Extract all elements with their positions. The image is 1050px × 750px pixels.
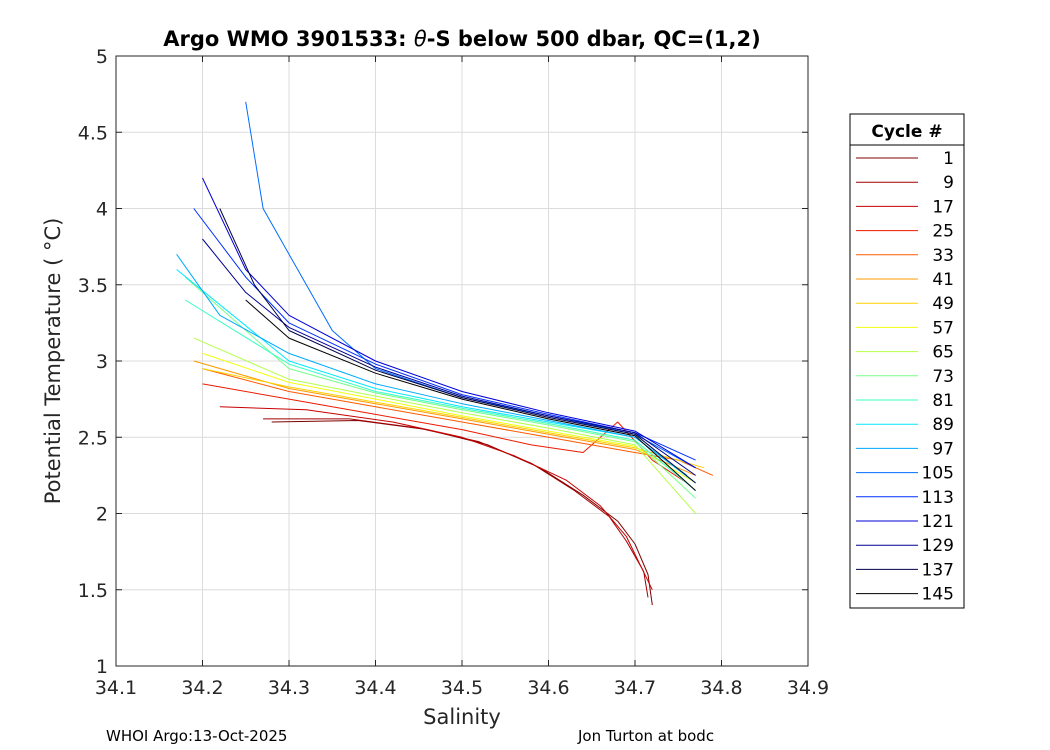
x-tick-label: 34.8: [700, 677, 742, 699]
legend-entry-label: 137: [922, 560, 954, 580]
legend-entry-label: 81: [932, 391, 954, 411]
profile-line-cycle-33: [202, 368, 714, 476]
legend-entry-label: 33: [932, 246, 954, 266]
legend-entry-label: 41: [932, 270, 954, 290]
x-tick-label: 34.6: [527, 677, 569, 699]
x-tick-label: 34.5: [441, 677, 483, 699]
legend-entry-label: 65: [932, 343, 954, 363]
profile-line-cycle-73: [184, 276, 696, 499]
legend-entry-label: 89: [932, 415, 954, 435]
footer-right: Jon Turton at bodc: [577, 727, 714, 745]
y-tick-label: 1: [96, 656, 108, 678]
legend-entry-label: 17: [932, 197, 954, 217]
x-tick-label: 34.4: [354, 677, 396, 699]
profile-line-cycle-129: [202, 238, 696, 476]
y-tick-label: 1.5: [78, 580, 108, 602]
x-tick-label: 34.1: [95, 677, 137, 699]
legend-entry-label: 73: [932, 367, 954, 387]
x-tick-label: 34.7: [614, 677, 656, 699]
legend-entry-label: 49: [932, 294, 954, 314]
profile-line-cycle-145: [245, 299, 696, 491]
legend-entry-label: 97: [932, 439, 954, 459]
legend-title: Cycle #: [871, 122, 942, 142]
profile-line-cycle-137: [219, 208, 696, 484]
chart-title: Argo WMO 3901533: θ-S below 500 dbar, QC…: [163, 27, 760, 51]
legend-entry-label: 25: [932, 222, 954, 242]
legend-box: [849, 113, 965, 609]
legend: Cycle # 1 9 17 25 33 41 49 57 65 73 81 89 97 105 113 12…: [849, 113, 965, 609]
ticks: 34.1 34.2 34.3 34.4 34.5 34.6 34.7 34.8 34.911.5…: [78, 46, 829, 699]
legend-entry-label: 1: [943, 149, 954, 169]
y-tick-label: 4: [96, 199, 108, 221]
legend-entry-label: 129: [922, 536, 954, 556]
profile-line-cycle-65: [193, 337, 696, 514]
y-tick-label: 3.5: [78, 275, 108, 297]
x-axis-label: Salinity: [423, 705, 501, 729]
profile-line-cycle-81: [184, 299, 696, 491]
profile-line-cycle-121: [202, 177, 696, 469]
legend-entry-label: 105: [922, 464, 954, 484]
x-tick-label: 34.2: [181, 677, 223, 699]
y-tick-label: 5: [96, 46, 108, 68]
profile-line-cycle-57: [202, 352, 696, 484]
y-tick-label: 2: [96, 504, 108, 526]
profile-line-cycle-49: [202, 368, 705, 469]
x-tick-label: 34.3: [268, 677, 310, 699]
profile-line-cycle-41: [193, 360, 696, 476]
footer-left: WHOI Argo:13-Oct-2025: [106, 727, 287, 745]
grid: [115, 55, 809, 667]
profile-line-cycle-97: [176, 254, 688, 476]
legend-entry-label: 57: [932, 318, 954, 338]
legend-entry-label: 121: [922, 512, 954, 532]
y-tick-label: 2.5: [78, 427, 108, 449]
profile-line-cycle-17: [219, 406, 653, 591]
y-tick-label: 4.5: [78, 122, 108, 144]
legend-entry-label: 145: [922, 585, 954, 605]
curves: [176, 101, 714, 606]
y-axis-label: Potential Temperature ( °C): [41, 218, 65, 505]
legend-entry-label: 113: [922, 488, 954, 508]
legend-entry-label: 9: [943, 173, 954, 193]
profile-line-cycle-9: [263, 418, 649, 598]
y-tick-label: 3: [96, 351, 108, 373]
x-tick-label: 34.9: [787, 677, 829, 699]
